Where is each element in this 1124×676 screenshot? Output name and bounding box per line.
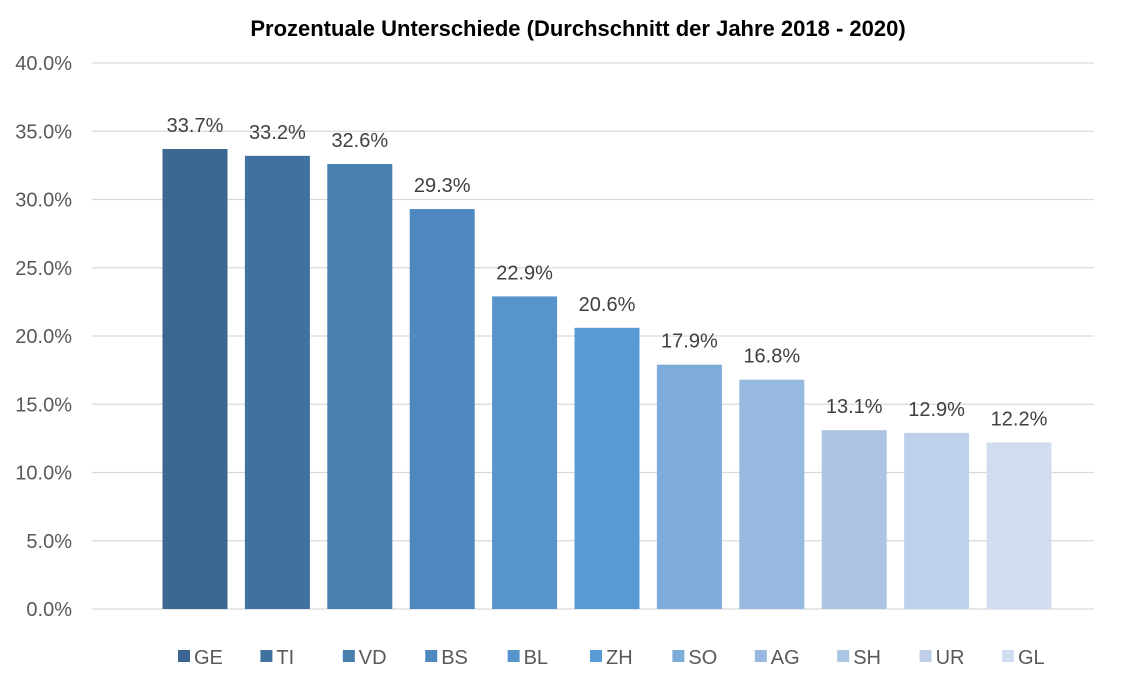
data-label: 33.2% (249, 122, 306, 144)
legend-swatch (342, 650, 355, 662)
bars (162, 148, 1052, 609)
legend: GE TI VD BS BL ZH SO AG SH UR GL (178, 647, 1045, 669)
legend-label: VD (359, 647, 387, 669)
legend-swatch (837, 650, 850, 662)
y-tick-label: 35.0% (15, 121, 72, 143)
legend-swatch (507, 650, 520, 662)
legend-swatch (260, 650, 273, 662)
legend-swatch (919, 650, 932, 662)
legend-label: TI (276, 647, 294, 669)
legend-swatch (754, 650, 767, 662)
bar-ag (739, 379, 805, 609)
legend-label: ZH (606, 647, 633, 669)
bar-gl (986, 442, 1052, 609)
y-tick-label: 30.0% (15, 190, 72, 212)
data-label: 16.8% (743, 346, 800, 368)
data-labels: 33.7% 33.2% 32.6% 29.3% 22.9% 20.6% 17.9% 16.8%… (167, 115, 1048, 430)
y-tick-label: 10.0% (15, 463, 72, 485)
data-label: 13.1% (826, 396, 883, 418)
y-tick-label: 20.0% (15, 326, 72, 348)
bar-so (656, 364, 722, 609)
y-tick-label: 5.0% (26, 531, 72, 553)
chart-title: Prozentuale Unterschiede (Durchschnitt d… (250, 16, 905, 41)
bar-ti (244, 155, 310, 609)
data-label: 22.9% (496, 262, 553, 284)
bar-ur (904, 432, 970, 609)
bar-vd (327, 164, 393, 609)
legend-label: GL (1018, 647, 1045, 669)
data-label: 12.2% (991, 408, 1048, 430)
y-tick-label: 40.0% (15, 53, 72, 75)
data-label: 29.3% (414, 175, 471, 197)
data-label: 33.7% (167, 115, 224, 137)
bar-zh (574, 327, 640, 609)
legend-label: UR (936, 647, 965, 669)
data-label: 32.6% (331, 130, 388, 152)
legend-label: GE (194, 647, 223, 669)
legend-label: SH (853, 647, 881, 669)
y-tick-label: 0.0% (26, 599, 72, 621)
data-label: 20.6% (579, 294, 636, 316)
legend-label: SO (688, 647, 717, 669)
legend-label: AG (771, 647, 800, 669)
legend-swatch (425, 650, 438, 662)
legend-swatch (590, 650, 602, 662)
data-label: 17.9% (661, 331, 718, 353)
bar-ge (162, 148, 228, 609)
legend-label: BL (524, 647, 548, 669)
y-tick-label: 25.0% (15, 258, 72, 280)
bar-sh (821, 430, 887, 609)
legend-swatch (178, 650, 190, 662)
data-label: 12.9% (908, 399, 965, 421)
y-tick-label: 15.0% (15, 394, 72, 416)
bar-bs (409, 209, 475, 609)
bar-bl (492, 296, 558, 609)
legend-swatch (672, 650, 685, 662)
y-axis: 0.0% 5.0% 10.0% 15.0% 20.0% 25.0% 30.0% 35.0% 40… (15, 53, 72, 621)
legend-swatch (1002, 650, 1014, 662)
legend-label: BS (441, 647, 468, 669)
